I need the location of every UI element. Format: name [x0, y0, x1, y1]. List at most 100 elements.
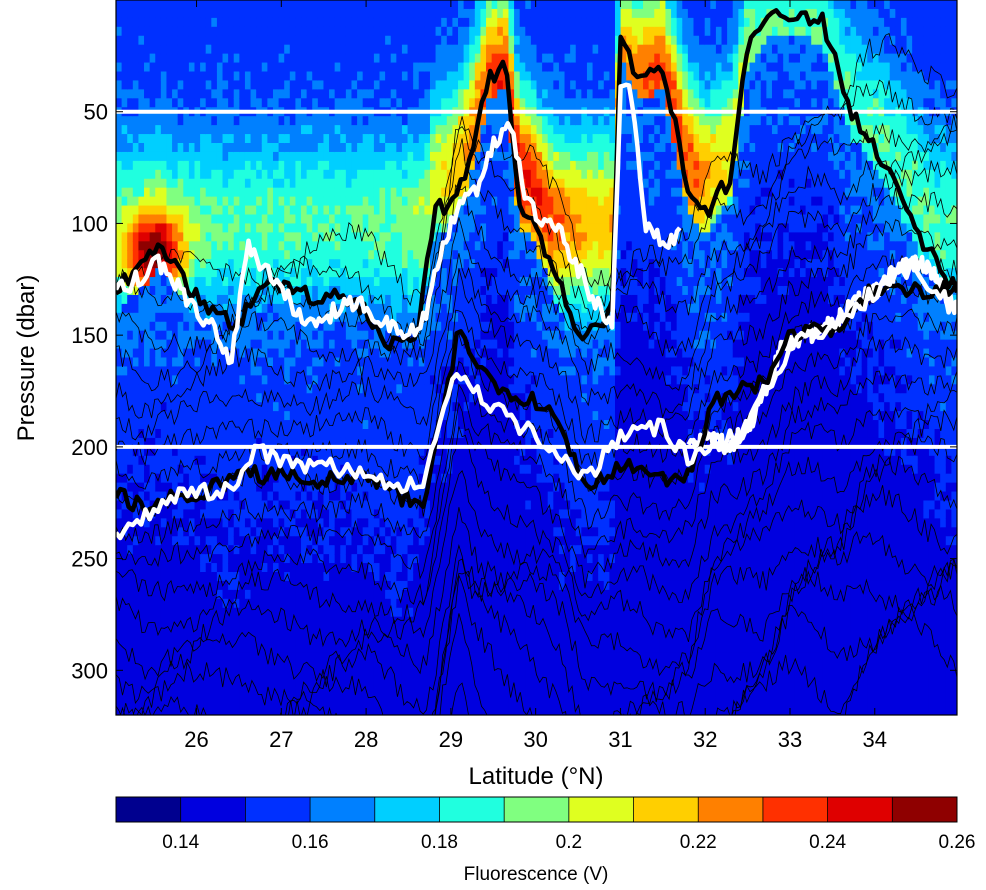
heatmap-cell	[284, 206, 290, 216]
heatmap-cell	[357, 429, 363, 439]
heatmap-cell	[312, 331, 318, 341]
heatmap-cell	[206, 250, 212, 260]
heatmap-cell	[318, 572, 324, 582]
heatmap-cell	[413, 241, 419, 251]
heatmap-cell	[166, 232, 172, 242]
heatmap-cell	[284, 215, 290, 225]
heatmap-cell	[413, 161, 419, 171]
heatmap-cell	[396, 54, 402, 64]
heatmap-cell	[380, 45, 386, 55]
heatmap-cell	[116, 72, 122, 82]
heatmap-cell	[430, 340, 436, 350]
heatmap-cell	[161, 393, 167, 403]
heatmap-cell	[295, 80, 301, 90]
heatmap-cell	[408, 277, 414, 287]
heatmap-cell	[211, 72, 217, 82]
heatmap-cell	[273, 134, 279, 144]
heatmap-cell	[357, 286, 363, 296]
heatmap-cell	[441, 63, 447, 73]
heatmap-cell	[335, 617, 341, 627]
heatmap-cell	[374, 349, 380, 359]
heatmap-cell	[211, 626, 217, 636]
heatmap-cell	[172, 635, 178, 645]
heatmap-cell	[267, 617, 273, 627]
heatmap-cell	[200, 375, 206, 385]
heatmap-cell	[172, 36, 178, 46]
heatmap-cell	[290, 358, 296, 368]
heatmap-cell	[172, 80, 178, 90]
heatmap-cell	[290, 89, 296, 99]
heatmap-cell	[340, 250, 346, 260]
heatmap-cell	[419, 9, 425, 19]
heatmap-cell	[312, 188, 318, 198]
heatmap-cell	[346, 179, 352, 189]
heatmap-cell	[335, 402, 341, 412]
heatmap-cell	[223, 161, 229, 171]
heatmap-cell	[116, 215, 122, 225]
heatmap-cell	[351, 250, 357, 260]
heatmap-cell	[116, 241, 122, 251]
heatmap-cell	[357, 116, 363, 126]
heatmap-cell	[385, 295, 391, 305]
heatmap-cell	[178, 563, 184, 573]
heatmap-cell	[172, 72, 178, 82]
heatmap-cell	[166, 36, 172, 46]
heatmap-cell	[273, 581, 279, 591]
heatmap-cell	[396, 608, 402, 618]
heatmap-cell	[413, 27, 419, 37]
heatmap-cell	[441, 45, 447, 55]
heatmap-cell	[301, 340, 307, 350]
heatmap-cell	[329, 170, 335, 180]
heatmap-cell	[340, 366, 346, 376]
heatmap-cell	[419, 527, 425, 537]
heatmap-cell	[413, 0, 419, 10]
heatmap-cell	[256, 375, 262, 385]
heatmap-cell	[419, 232, 425, 242]
heatmap-cell	[312, 134, 318, 144]
heatmap-cell	[335, 697, 341, 707]
heatmap-cell	[357, 80, 363, 90]
heatmap-cell	[413, 170, 419, 180]
heatmap-cell	[391, 402, 397, 412]
heatmap-cell	[430, 375, 436, 385]
heatmap-cell	[116, 697, 122, 707]
heatmap-cell	[211, 0, 217, 10]
heatmap-cell	[374, 268, 380, 278]
heatmap-cell	[150, 179, 156, 189]
heatmap-cell	[251, 322, 257, 332]
heatmap-cell	[413, 63, 419, 73]
heatmap-cell	[256, 134, 262, 144]
heatmap-cell	[290, 54, 296, 64]
heatmap-cell	[161, 608, 167, 618]
heatmap-cell	[408, 581, 414, 591]
heatmap-cell	[116, 366, 122, 376]
heatmap-cell	[402, 89, 408, 99]
heatmap-cell	[133, 223, 139, 233]
heatmap-cell	[262, 706, 268, 716]
heatmap-cell	[211, 161, 217, 171]
heatmap-cell	[189, 0, 195, 10]
heatmap-cell	[172, 358, 178, 368]
heatmap-cell	[374, 80, 380, 90]
heatmap-cell	[329, 206, 335, 216]
heatmap-cell	[408, 232, 414, 242]
heatmap-cell	[194, 134, 200, 144]
heatmap-cell	[234, 206, 240, 216]
heatmap-cell	[122, 18, 128, 28]
heatmap-cell	[374, 197, 380, 207]
heatmap-cell	[122, 456, 128, 466]
heatmap-cell	[447, 27, 453, 37]
heatmap-cell	[391, 572, 397, 582]
heatmap-cell	[380, 116, 386, 126]
heatmap-cell	[380, 161, 386, 171]
heatmap-cell	[183, 232, 189, 242]
heatmap-cell	[178, 45, 184, 55]
heatmap-cell	[223, 215, 229, 225]
heatmap-cell	[200, 223, 206, 233]
heatmap-cell	[144, 617, 150, 627]
heatmap-cell	[402, 304, 408, 314]
heatmap-cell	[363, 679, 369, 689]
heatmap-cell	[234, 429, 240, 439]
heatmap-cell	[340, 152, 346, 162]
heatmap-cell	[245, 223, 251, 233]
